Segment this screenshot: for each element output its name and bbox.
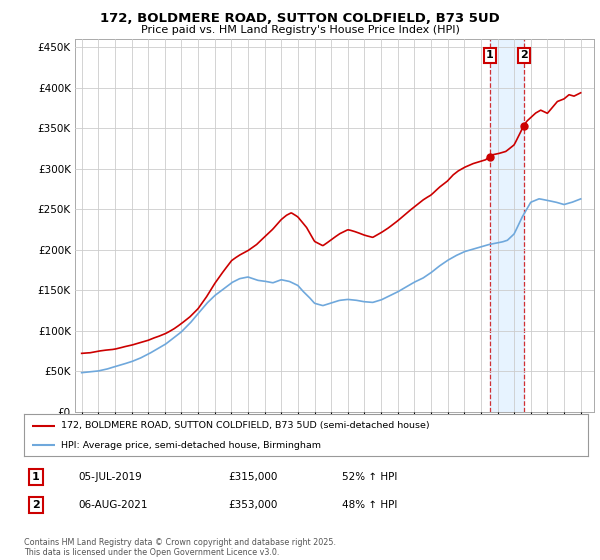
Text: £353,000: £353,000 <box>228 500 277 510</box>
Text: Price paid vs. HM Land Registry's House Price Index (HPI): Price paid vs. HM Land Registry's House … <box>140 25 460 35</box>
Text: 2: 2 <box>32 500 40 510</box>
Text: 06-AUG-2021: 06-AUG-2021 <box>78 500 148 510</box>
Text: 1: 1 <box>32 472 40 482</box>
Text: 1: 1 <box>486 50 494 60</box>
Text: 48% ↑ HPI: 48% ↑ HPI <box>342 500 397 510</box>
Text: 05-JUL-2019: 05-JUL-2019 <box>78 472 142 482</box>
Text: HPI: Average price, semi-detached house, Birmingham: HPI: Average price, semi-detached house,… <box>61 441 320 450</box>
Text: £315,000: £315,000 <box>228 472 277 482</box>
Text: 52% ↑ HPI: 52% ↑ HPI <box>342 472 397 482</box>
Text: 172, BOLDMERE ROAD, SUTTON COLDFIELD, B73 5UD (semi-detached house): 172, BOLDMERE ROAD, SUTTON COLDFIELD, B7… <box>61 421 429 430</box>
Text: 172, BOLDMERE ROAD, SUTTON COLDFIELD, B73 5UD: 172, BOLDMERE ROAD, SUTTON COLDFIELD, B7… <box>100 12 500 25</box>
Bar <box>490 39 524 412</box>
Text: 2: 2 <box>520 50 528 60</box>
Text: Contains HM Land Registry data © Crown copyright and database right 2025.
This d: Contains HM Land Registry data © Crown c… <box>24 538 336 557</box>
